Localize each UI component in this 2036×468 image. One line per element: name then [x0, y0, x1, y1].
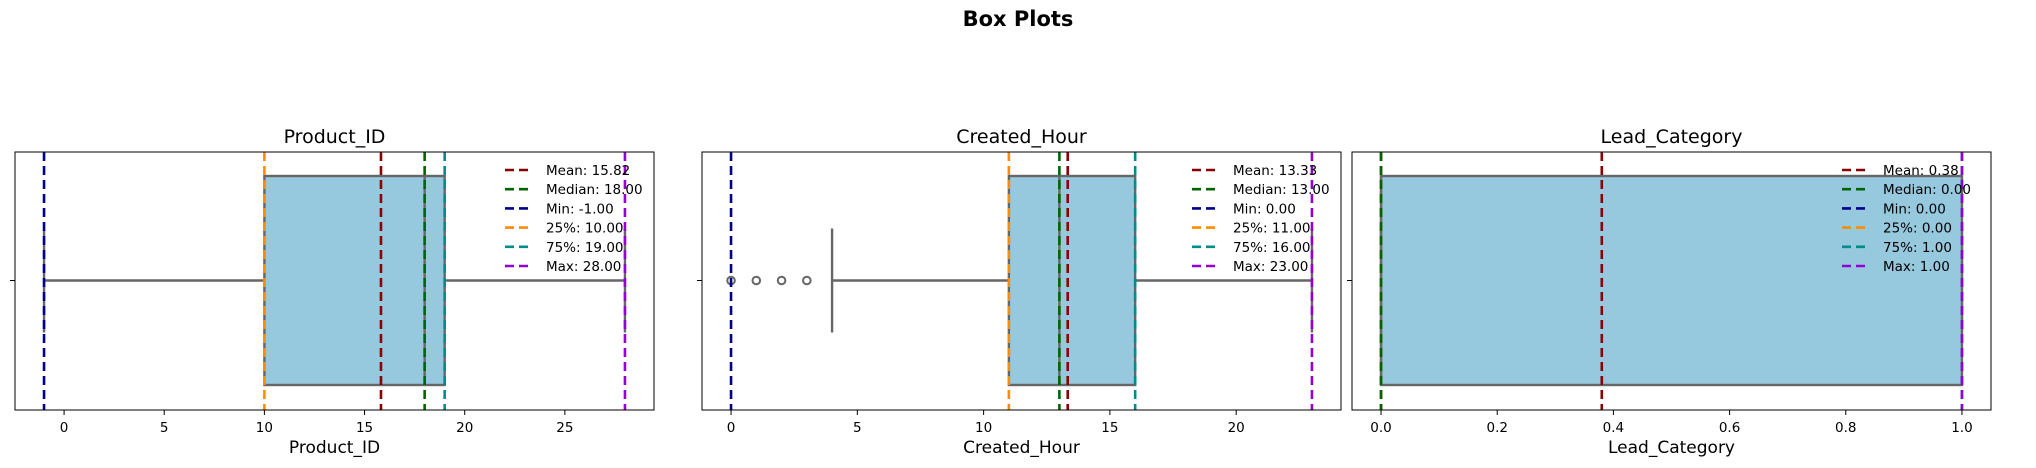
legend-label-median: Median: 18.00: [546, 182, 643, 198]
x-tick-label: 5: [160, 420, 169, 436]
legend-label-75pct: 75%: 19.00: [546, 240, 624, 256]
legend-label-min: Min: -1.00: [546, 201, 614, 217]
legend-label-25pct: 25%: 0.00: [1883, 221, 1952, 237]
x-tick-label: 15: [1101, 420, 1118, 436]
outlier-point: [802, 275, 812, 286]
legend-label-max: Max: 28.00: [546, 259, 621, 275]
figure-title: Box Plots: [963, 7, 1074, 31]
x-tick-label: 20: [456, 420, 473, 436]
legend-label-mean: Mean: 15.82: [546, 163, 630, 179]
x-tick-label: 0.2: [1486, 420, 1507, 436]
legend-label-max: Max: 23.00: [1233, 259, 1308, 275]
panels-container: Product_ID 0 5 10 15 20 25 Product_ID Mean: 15.8…: [10, 126, 1992, 458]
legend-label-mean: Mean: 0.38: [1883, 163, 1959, 179]
legend-label-75pct: 75%: 16.00: [1233, 240, 1311, 256]
iqr-box: [263, 174, 446, 387]
x-tick-label: 1.0: [1951, 420, 1972, 436]
x-tick-label: 25: [556, 420, 573, 436]
panel-1: Product_ID 0 5 10 15 20 25 Product_ID Mean: 15.8…: [10, 126, 655, 458]
iqr-box: [1007, 174, 1137, 387]
x-tick-label: 5: [853, 420, 862, 436]
legend: Mean: 15.82 Median: 18.00 Min: -1.00 25%: 1…: [505, 163, 643, 275]
outlier-point: [751, 275, 762, 286]
legend-label-median: Median: 0.00: [1883, 182, 1971, 198]
x-axis-label: Lead_Category: [1608, 438, 1735, 458]
x-tick-label: 10: [975, 420, 992, 436]
outlier-point: [776, 275, 787, 286]
x-tick-label: 0.6: [1719, 420, 1740, 436]
legend-label-min: Min: 0.00: [1883, 201, 1946, 217]
x-tick-label: 0: [60, 420, 69, 436]
x-tick-label: 15: [356, 420, 373, 436]
plot-area: [42, 152, 627, 410]
legend-label-25pct: 25%: 11.00: [1233, 221, 1311, 237]
x-axis-label: Created_Hour: [963, 438, 1080, 458]
panel-3: Lead_Category 0.0 0.2 0.4 0.6 0.8 1.0 Lead_Cate…: [1347, 126, 1992, 458]
legend-label-mean: Mean: 13.33: [1233, 163, 1317, 179]
x-tick-label: 10: [256, 420, 273, 436]
x-tick-label: 20: [1228, 420, 1245, 436]
legend: Mean: 0.38 Median: 0.00 Min: 0.00 25%: 0.00…: [1842, 163, 1971, 275]
plot-area: [726, 152, 1314, 410]
legend-label-25pct: 25%: 10.00: [546, 221, 624, 237]
legend: Mean: 13.33 Median: 13.00 Min: 0.00 25%: 11…: [1192, 163, 1330, 275]
iqr-box: [1379, 174, 1964, 387]
panel-title: Product_ID: [284, 126, 386, 148]
x-tick-label: 0.0: [1370, 420, 1391, 436]
panel-title: Created_Hour: [956, 126, 1087, 148]
x-tick-label: 0.4: [1603, 420, 1624, 436]
legend-label-min: Min: 0.00: [1233, 201, 1296, 217]
panel-title: Lead_Category: [1601, 126, 1743, 148]
x-axis-label: Product_ID: [289, 438, 380, 458]
plot-area: [1379, 152, 1964, 410]
legend-label-median: Median: 13.00: [1233, 182, 1330, 198]
panel-2: Created_Hour 0 5 10 15 20 Created_Hour Mean: 13…: [697, 126, 1342, 458]
legend-label-75pct: 75%: 1.00: [1883, 240, 1952, 256]
x-tick-label: 0: [727, 420, 736, 436]
x-tick-label: 0.8: [1835, 420, 1856, 436]
legend-label-max: Max: 1.00: [1883, 259, 1950, 275]
